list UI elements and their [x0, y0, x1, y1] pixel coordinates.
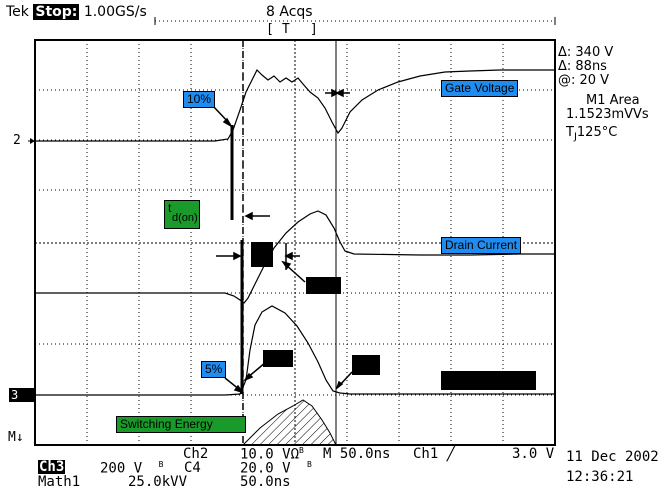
drain-current-label: Drain Current [441, 237, 522, 254]
trigger-source[interactable]: Ch1 ╱ [413, 446, 455, 462]
channel-markers [28, 138, 35, 144]
redaction-box [263, 350, 293, 367]
drain-voltage-trace [35, 305, 555, 396]
run-status-badge[interactable]: Stop: [33, 4, 80, 20]
sample-rate: 1.00GS/s [83, 4, 147, 20]
redaction-box [306, 277, 341, 294]
measurement-value: 1.1523mVVs [566, 107, 649, 122]
gate-voltage-trace [35, 68, 555, 142]
math-time-scale[interactable]: 50.0ns [240, 474, 291, 490]
trigger-slope-icon: ╱ [446, 446, 456, 462]
cursor-at-value: @: 20 V [558, 73, 610, 88]
annotation-arrows [212, 88, 353, 394]
td-on-sub: d(on) [172, 212, 198, 224]
redaction-box [441, 371, 536, 390]
ch2-ground-marker[interactable]: 2 [13, 133, 21, 148]
trigger-channel: Ch1 [413, 446, 439, 462]
temp-t: T [566, 125, 574, 140]
status-bar: Tek Stop: 1.00GS/s [6, 4, 147, 20]
ch3-label[interactable]: Ch3 [38, 459, 66, 475]
td-on-label: t d(on) [164, 200, 200, 229]
cursor-delta-time: Δ: 88ns [558, 59, 607, 74]
svg-text:]: ] [310, 22, 318, 37]
math-label[interactable]: Math1 [38, 474, 81, 490]
trigger-level[interactable]: 3.0 V [512, 446, 555, 462]
ch2-scale[interactable]: 10.0 VΩB [240, 446, 304, 463]
cursor-delta-voltage: Δ: 340 V [558, 45, 614, 60]
td-on-t: t [168, 201, 172, 215]
ch2-label[interactable]: Ch2 [183, 446, 209, 462]
temp-value: 125°C [576, 125, 618, 140]
timebase[interactable]: M 50.0ns [323, 446, 390, 462]
switching-energy-label: Switching Energy [116, 416, 246, 433]
svg-text:[: [ [266, 22, 274, 37]
timebase-prefix: M [323, 446, 332, 462]
temp-sub: J [573, 131, 577, 143]
redaction-box [352, 355, 380, 375]
svg-text:T: T [282, 22, 290, 37]
time-label: 12:36:21 [566, 469, 634, 485]
ch2-unit: Ω [290, 446, 300, 463]
math-scale[interactable]: 25.0kVV [128, 474, 188, 490]
ch4-label[interactable]: C4 [184, 460, 201, 476]
down-arrow-icon: ↓ [15, 430, 24, 445]
timebase-value: 50.0ns [339, 446, 391, 462]
ch2-scale-value: 10.0 V [240, 446, 291, 463]
ch4-bw-icon: B [307, 460, 312, 469]
math-ground-marker[interactable]: M↓ [8, 430, 24, 445]
redaction-box [251, 242, 273, 267]
switching-energy-area [35, 399, 555, 446]
ch2-bw-icon: B [299, 446, 304, 455]
ch3-ground-marker[interactable]: 3 [9, 388, 35, 402]
measurement-name: M1 Area [586, 93, 640, 108]
ch3-scale-value: 200 V [100, 460, 143, 477]
date-label: 11 Dec 2002 [566, 449, 659, 465]
five-percent-label: 5% [201, 361, 227, 378]
trigger-position-indicator: [ T ] [154, 17, 556, 37]
ch3-bw-icon: B [158, 460, 164, 469]
junction-temperature: TJ125°C [566, 126, 617, 145]
ch4-scale[interactable]: 20.0 V B [240, 460, 312, 477]
ten-percent-label: 10% [183, 91, 216, 108]
acquisition-count: 8 Acqs [266, 4, 313, 20]
brand-label: Tek [6, 4, 29, 20]
math-marker-label: M [8, 430, 16, 445]
gate-voltage-label: Gate Voltage [441, 80, 519, 97]
ch4-scale-value: 20.0 V [240, 460, 291, 477]
ch3-scale[interactable]: 200 V B [100, 460, 163, 477]
